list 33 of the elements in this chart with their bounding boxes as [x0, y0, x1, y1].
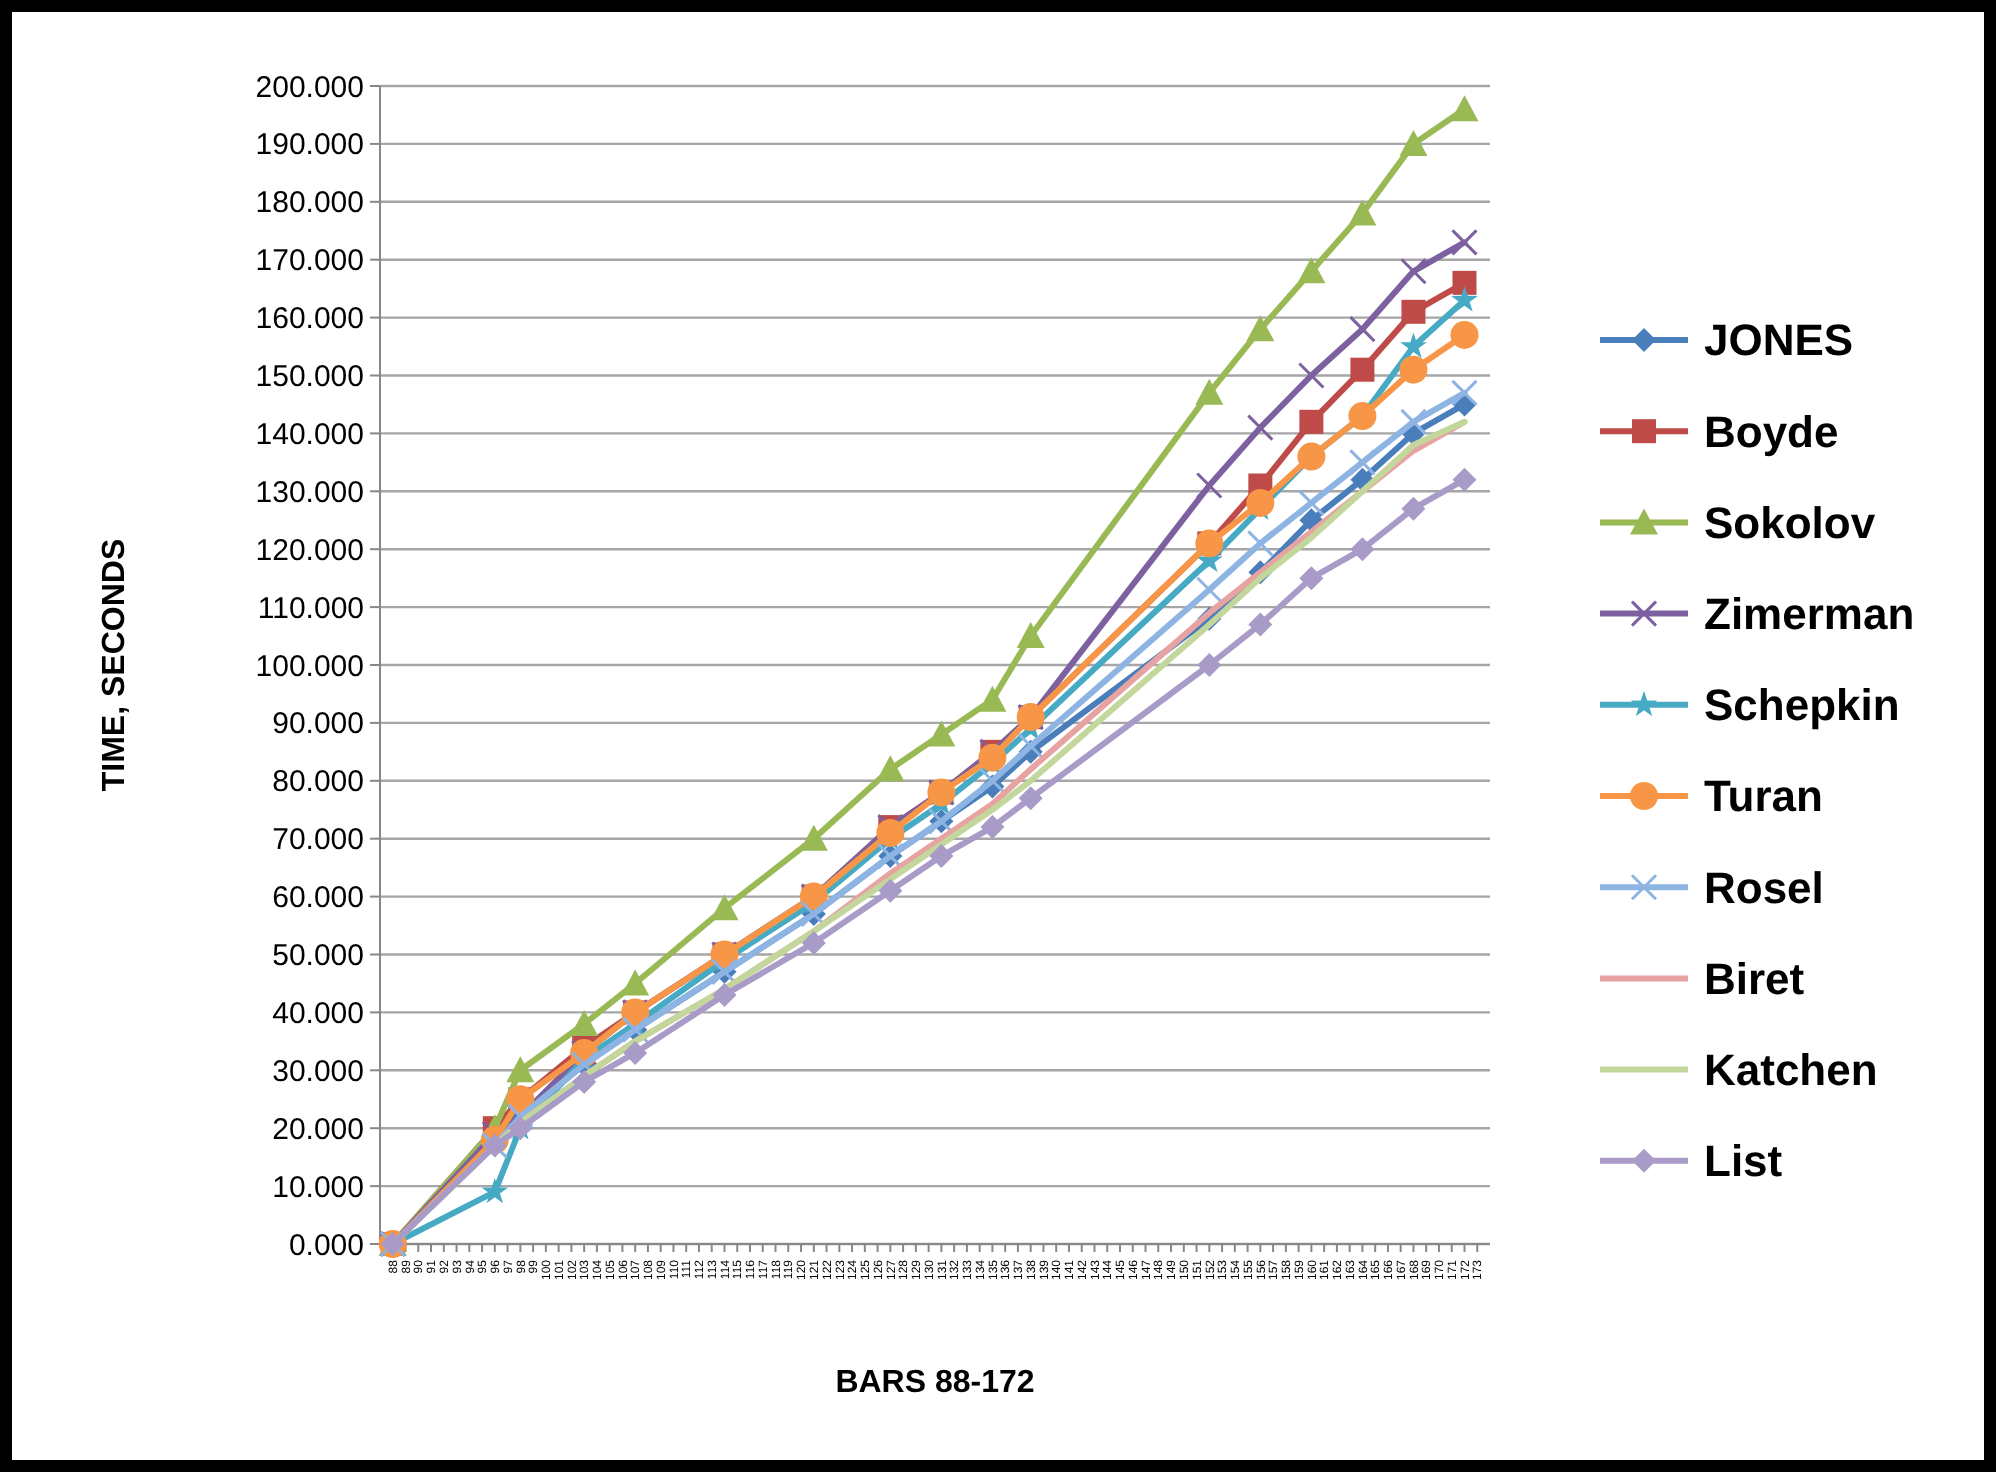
y-tick-label: 200.000 — [255, 70, 364, 105]
y-tick-label: 130.000 — [255, 475, 364, 510]
y-tick-label: 10.000 — [272, 1170, 364, 1205]
y-tick-label: 90.000 — [272, 707, 364, 742]
legend-label: Rosel — [1704, 862, 1824, 913]
y-tick-label: 70.000 — [272, 823, 364, 858]
y-tick-label: 0.000 — [288, 1228, 364, 1263]
legend-label: Boyde — [1704, 406, 1839, 457]
y-tick-label: 190.000 — [255, 128, 364, 163]
legend-label: Zimerman — [1704, 589, 1915, 639]
y-tick-label: 140.000 — [255, 417, 364, 452]
y-tick-label: 150.000 — [255, 360, 364, 394]
legend-label: JONES — [1704, 315, 1854, 366]
y-tick-label: 110.000 — [257, 591, 364, 626]
y-axis-title: TIME, SECONDS — [98, 538, 132, 792]
legend-label: Biret — [1704, 953, 1806, 1004]
y-tick-label: 160.000 — [255, 302, 364, 337]
legend-label: Katchen — [1704, 1045, 1878, 1095]
legend-label: List — [1704, 1136, 1784, 1187]
y-tick-label: 80.000 — [272, 765, 364, 800]
y-tick-label: 40.000 — [272, 996, 364, 1031]
y-tick-label: 180.000 — [255, 186, 364, 221]
x-axis-title: BARS 88-172 — [835, 1366, 1035, 1400]
y-tick-label: 170.000 — [255, 244, 364, 279]
legend-label: Turan — [1704, 771, 1823, 822]
legend-label: Sokolov — [1704, 497, 1877, 548]
y-tick-label: 100.000 — [255, 649, 364, 684]
y-tick-label: 20.000 — [272, 1112, 364, 1147]
y-tick-label: 30.000 — [272, 1054, 364, 1089]
y-tick-label: 50.000 — [272, 939, 364, 973]
legend-label: Schepkin — [1704, 680, 1900, 731]
y-tick-label: 120.000 — [255, 533, 364, 568]
y-tick-label: 60.000 — [272, 881, 364, 916]
